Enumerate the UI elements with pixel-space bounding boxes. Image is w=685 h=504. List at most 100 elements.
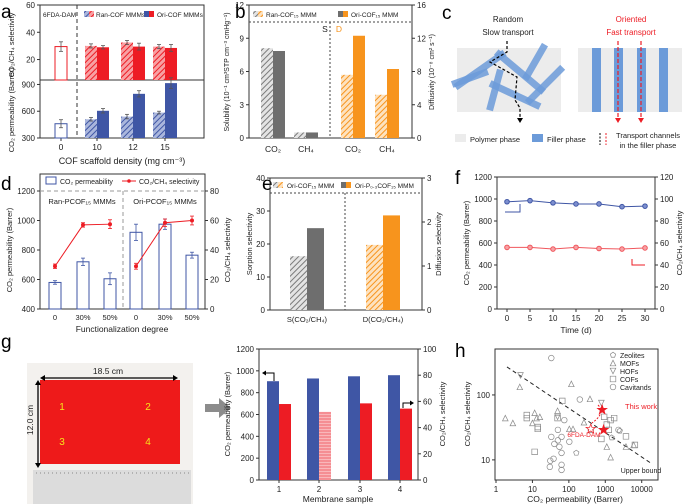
oriented-filler-channel: [592, 48, 601, 112]
panel-label-b: b: [235, 2, 246, 23]
h-point-cavitands: [547, 457, 554, 464]
b-bar-solubility-ran: [294, 132, 306, 138]
h-annotation-arrow: [591, 404, 602, 424]
a-upper-y-tick-label: 40: [26, 28, 35, 37]
h-x-tick-label: 10000: [631, 485, 654, 494]
a-lower-bar-ori-cof-mmms: [133, 93, 145, 138]
h-point-cofs: [598, 435, 605, 443]
h-point-cavitands: [558, 466, 565, 474]
right-arrow-icon: [205, 398, 231, 418]
h-point-cavitands: [558, 449, 565, 457]
panel-label-d: d: [1, 174, 12, 195]
h-x-tick-label: 100: [562, 485, 576, 494]
e-x-tick-label: D(CO₂/CH₄): [363, 315, 404, 324]
h-point-cavitands: [561, 416, 568, 424]
sample-spot-label: 4: [145, 437, 151, 448]
upper-bound-line: [506, 366, 651, 464]
h-point-cavitands: [558, 433, 565, 441]
a-lower-bar-ran-cof-mmms: [121, 116, 133, 138]
e-x-tick-label: S(CO₂/CH₄): [287, 315, 328, 324]
d-x-tick-label: 50%: [102, 313, 117, 322]
b-bar-solubility-ran: [261, 48, 273, 138]
g-y2-tick-label: 20: [423, 450, 432, 459]
b-section-s: S: [322, 24, 328, 34]
h-point-cavitands: [554, 426, 562, 434]
b-y2-tick-label: 16: [417, 1, 426, 10]
h-point-zeolites: [608, 434, 615, 441]
d-x-tick-label: 30%: [75, 313, 90, 322]
d-y2label: CO₂/CH₄ selectivity: [223, 217, 232, 282]
h-point-mofs: [630, 441, 637, 449]
b-x-tick-label: CO₂: [345, 144, 361, 154]
f-point-selectivity: [642, 245, 648, 251]
d-y2-tick-label: 0: [210, 305, 215, 314]
g-y2-tick-label: 100: [423, 345, 437, 354]
a-upper-bar-ori-cof-mmms: [165, 47, 177, 80]
h-point-cavitands: [548, 433, 555, 441]
b-x-tick-label: CH₄: [298, 144, 314, 154]
f-y2-tick-label: 60: [660, 239, 669, 248]
d-legend-marker: [127, 179, 131, 183]
h-x-tick-label: 10: [528, 485, 537, 494]
d-ylabel: CO₂ permeability (Barrer): [5, 207, 14, 292]
f-y2-tick-label: 100: [660, 195, 674, 204]
h-point-cofs: [534, 423, 541, 431]
g-x-tick-label: 4: [398, 485, 403, 494]
b-ylabel: Solubility (10⁻¹ cm³STP cm⁻³ cmHg⁻¹): [224, 12, 231, 131]
h-point-mofs: [529, 419, 536, 427]
f-y-tick-label: 1200: [474, 173, 492, 182]
h-point-cofs: [523, 414, 530, 422]
b-bar-diffusivity-ran: [341, 74, 353, 138]
f-y-tick-label: 400: [479, 261, 493, 270]
a-legend-swatch-ori-red: [149, 11, 154, 17]
h-legend-marker-mofs: [609, 359, 617, 367]
upper-bound-label: Upper bound: [621, 468, 662, 475]
f-y2label: CO₂/CH₄ selectivity: [675, 210, 684, 275]
b-y2-tick-label: 4: [417, 101, 422, 110]
e-y-tick-label: 0: [261, 306, 266, 315]
d-y-tick-label: 800: [22, 246, 36, 255]
h-y-tick-label: 10: [481, 456, 490, 465]
h-point-mofs: [509, 419, 517, 427]
e-legend-orip: Ori-P₀.₃COF₁₅ MMM: [355, 183, 414, 190]
b-y2label: Diffusivity (10⁻⁸ cm² s⁻¹): [429, 34, 436, 110]
sample-spot-label: 3: [59, 437, 65, 448]
b-legend-swatch-ran-o: [258, 11, 263, 17]
b-y-tick-label: 12: [235, 1, 244, 10]
random-filler-rod: [521, 42, 549, 82]
h-ylabel: CO₂/CH₄ selectivity: [463, 381, 472, 446]
h-legend-label: MOFs: [620, 361, 640, 368]
h-point-mofs: [569, 425, 577, 433]
e-legend-ori: Ori-COF₁₅ MMM: [287, 183, 334, 190]
c-right-title: Oriented: [616, 15, 647, 24]
h-point-cavitands: [551, 440, 558, 448]
f-right-axis-arrow: [631, 259, 645, 266]
e-y-tick-label: 10: [256, 273, 265, 282]
f-x-tick-label: 25: [618, 314, 627, 323]
d-legend-permeability: CO₂ permeability: [60, 179, 113, 186]
b-legend-ran: Ran-COF₁₅ MMM: [266, 12, 317, 19]
a-legend-swatch-ran-red: [89, 11, 94, 17]
h-point-cofs: [531, 448, 538, 455]
e-bar-diffusion: [383, 215, 400, 310]
h-point-mofs: [586, 395, 594, 403]
h-point-mofs: [565, 425, 573, 433]
f-point-selectivity: [550, 246, 556, 252]
f-y-tick-label: 1000: [474, 195, 492, 204]
g-permeability-bar: [307, 378, 319, 480]
f-x-tick-label: 20: [595, 314, 604, 323]
h-point-mofs: [531, 409, 539, 417]
h-point-cavitands: [566, 438, 573, 445]
d-x-tick-label: 50%: [184, 313, 199, 322]
a-upper-ylabel: CO₂/CH₄ selectivity: [7, 12, 16, 77]
h-6fda-dam-label: 6FDA-DAM: [567, 432, 600, 439]
f-point-permeability: [642, 203, 648, 209]
h-point-cofs: [554, 414, 561, 422]
panel-label-h: h: [455, 341, 466, 362]
d-legend-bar-swatch: [45, 176, 57, 185]
d-xlabel: Functionalization degree: [76, 324, 169, 334]
e-bar-sorption: [290, 256, 307, 310]
h-point-hofs: [517, 372, 524, 379]
h-legend-marker-hofs: [609, 367, 617, 375]
h-point-hofs: [554, 413, 561, 421]
